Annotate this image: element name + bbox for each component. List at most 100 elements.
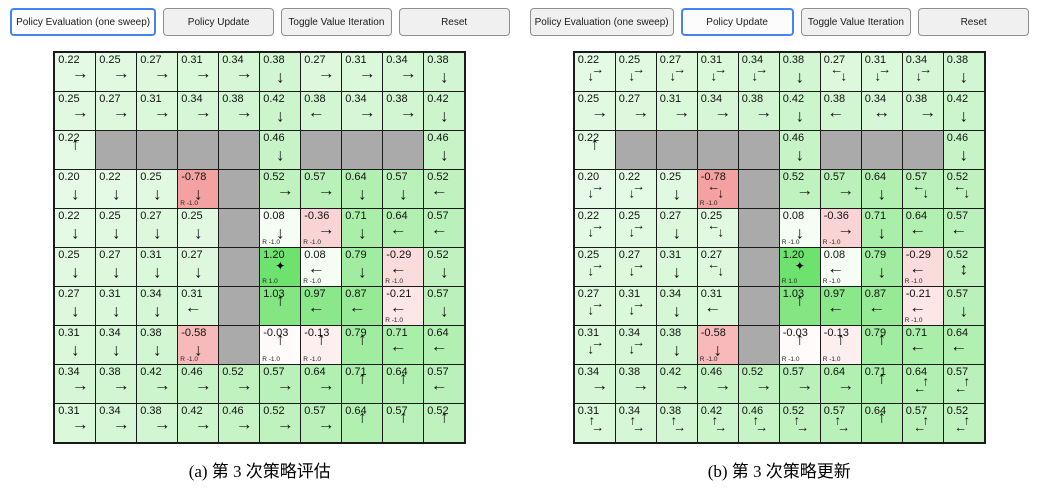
grid-cell: -0.78 ↓ R -1.0 (178, 170, 219, 208)
grid-cell: 0.08 ↓ R -1.0 (260, 209, 301, 247)
cell-value: 0.38 (823, 93, 846, 105)
grid-cell: 0.52 → (219, 365, 260, 403)
reset-button[interactable]: Reset (918, 8, 1030, 36)
reward-label: R -1.0 (385, 277, 403, 285)
toggle-value-iteration-button[interactable]: Toggle Value Iteration (800, 8, 912, 36)
grid-cell: 0.34 → (178, 92, 219, 130)
grid-cell: 0.38 ↓ (943, 53, 984, 91)
grid-cell: 0.79 ↓ (861, 248, 902, 286)
grid-cell: 0.64 ↑ (861, 404, 902, 442)
cell-value: 0.71 (345, 210, 367, 222)
cell-value: 0.71 (864, 210, 887, 222)
cell-value: 0.08 (782, 210, 805, 222)
grid-cell: 0.38 ↑ → (656, 404, 697, 442)
arrow-down-icon: ↓ (440, 262, 449, 282)
grid-cell: 0.22 ↑ (574, 131, 615, 169)
cell-value: 0.38 (222, 93, 244, 105)
cell-value: -0.36 (823, 210, 849, 222)
grid-cell: -0.13 ↑ R -1.0 (820, 326, 861, 364)
grid-cell: 0.52 ↑ (424, 404, 465, 442)
policy-update-button[interactable]: Policy Update (163, 8, 275, 36)
cell-value: 0.42 (140, 366, 162, 378)
wall-cell (697, 131, 738, 169)
arrow-down-icon: ↓ (112, 184, 121, 204)
policy-evaluation-one-sweep-button[interactable]: Policy Evaluation (one sweep) (529, 8, 674, 36)
cell-value: 0.31 (618, 288, 641, 300)
grid-cell: 0.20 ↓ → (574, 170, 615, 208)
cell-value: -0.58 (181, 327, 207, 339)
cell-value: 0.52 (946, 405, 969, 417)
arrow-up-right-icon: → (837, 419, 851, 435)
grid-cell: 0.57 ← (424, 365, 465, 403)
grid-cell: 0.34 ↓ (137, 287, 178, 325)
arrow-down-icon: ↓ (795, 145, 805, 165)
policy-update-button[interactable]: Policy Update (680, 8, 794, 36)
arrow-down-icon: ↓ (959, 145, 969, 165)
arrow-up-right-icon: → (673, 419, 687, 435)
arrow-up-left-icon: ← (913, 419, 927, 435)
grid-cell: 0.57 → (260, 365, 301, 403)
cell-value: 0.25 (58, 93, 80, 105)
grid-cell: 0.46 ↓ (943, 131, 984, 169)
cell-value: 0.27 (618, 249, 641, 261)
grid-cell: 0.46 ↑ → (738, 404, 779, 442)
reset-button[interactable]: Reset (398, 8, 510, 36)
cell-value: 0.38 (263, 54, 285, 66)
cell-value: -0.21 (386, 288, 412, 300)
reward-label: R -1.0 (385, 316, 403, 324)
grid-cell: 0.22 ↓ → (574, 53, 615, 91)
grid-cell: 0.57 ↓ (383, 170, 424, 208)
grid-cell: 0.08 ↓ R -1.0 (779, 209, 820, 247)
wall-cell (301, 131, 342, 169)
cell-value: 0.27 (700, 249, 723, 261)
grid-cell: -0.36 → R -1.0 (301, 209, 342, 247)
grid-cell: 0.27 ↓ (656, 209, 697, 247)
policy-evaluation-one-sweep-button[interactable]: Policy Evaluation (one sweep) (10, 8, 157, 36)
grid-cell: 0.25 → (574, 92, 615, 130)
arrow-down-right-icon: ↓ (874, 68, 882, 84)
grid-cell: 0.64 → (301, 365, 342, 403)
cell-value: 0.79 (864, 249, 887, 261)
grid-cell: 1.20 ✦ R 1.0 (260, 248, 301, 286)
grid-cell: 0.31 ↑ → (574, 404, 615, 442)
arrow-up-right-icon: → (755, 419, 769, 435)
grid-cell: 0.57 ↓ (424, 287, 465, 325)
grid-cell: 0.27 ↓ → (574, 287, 615, 325)
grid-cell: 0.71 ↑ (342, 365, 383, 403)
cell-value: 0.34 (905, 54, 928, 66)
grid-cell: 0.57 ↑ (383, 404, 424, 442)
cell-value: 0.27 (58, 288, 80, 300)
grid-cell: 0.27 ← ↓ (820, 53, 861, 91)
cell-value: 0.34 (140, 288, 162, 300)
cell-value: 0.34 (222, 54, 244, 66)
cell-value: 0.57 (905, 171, 928, 183)
cell-value: 0.34 (659, 288, 682, 300)
wall-cell (96, 131, 137, 169)
cell-value: 0.31 (659, 93, 682, 105)
grid-cell: 0.34 → (96, 404, 137, 442)
grid-cell: 0.31 ↓ → (861, 53, 902, 91)
panel-caption: (b) 第 3 次策略更新 (707, 462, 851, 481)
grid-cell: 0.71 ← (902, 326, 943, 364)
cell-value: 0.57 (782, 366, 805, 378)
grid-cell: 0.38 → (738, 92, 779, 130)
grid-cell: 1.03 ↑ (779, 287, 820, 325)
cell-value: 0.52 (782, 405, 805, 417)
grid-cell: 0.42 ↓ (943, 92, 984, 130)
arrow-left-down-icon: ↓ (717, 224, 725, 240)
grid-cell: 0.31 → (55, 404, 96, 442)
cell-value: 0.52 (427, 405, 449, 417)
toggle-value-iteration-button[interactable]: Toggle Value Iteration (281, 8, 392, 36)
cell-value: 0.25 (140, 171, 162, 183)
arrow-down-icon: ↓ (959, 301, 969, 321)
gridworld-wrapper: 0.22 ↓ → 0.25 ↓ → 0.27 ↓ → 0.31 ↓ → 0.34 ↓ → 0.38 ↓ 0.27 ←… (572, 51, 986, 444)
cell-value: 0.57 (946, 210, 969, 222)
grid-cell: 0.27 ↓ (55, 287, 96, 325)
grid-cell: 0.38 → (137, 404, 178, 442)
grid-cell: 0.52 ↕ (943, 248, 984, 286)
grid-cell: 0.42 → (137, 365, 178, 403)
wall-cell (902, 131, 943, 169)
cell-value: 0.25 (577, 93, 600, 105)
wall-cell (342, 131, 383, 169)
